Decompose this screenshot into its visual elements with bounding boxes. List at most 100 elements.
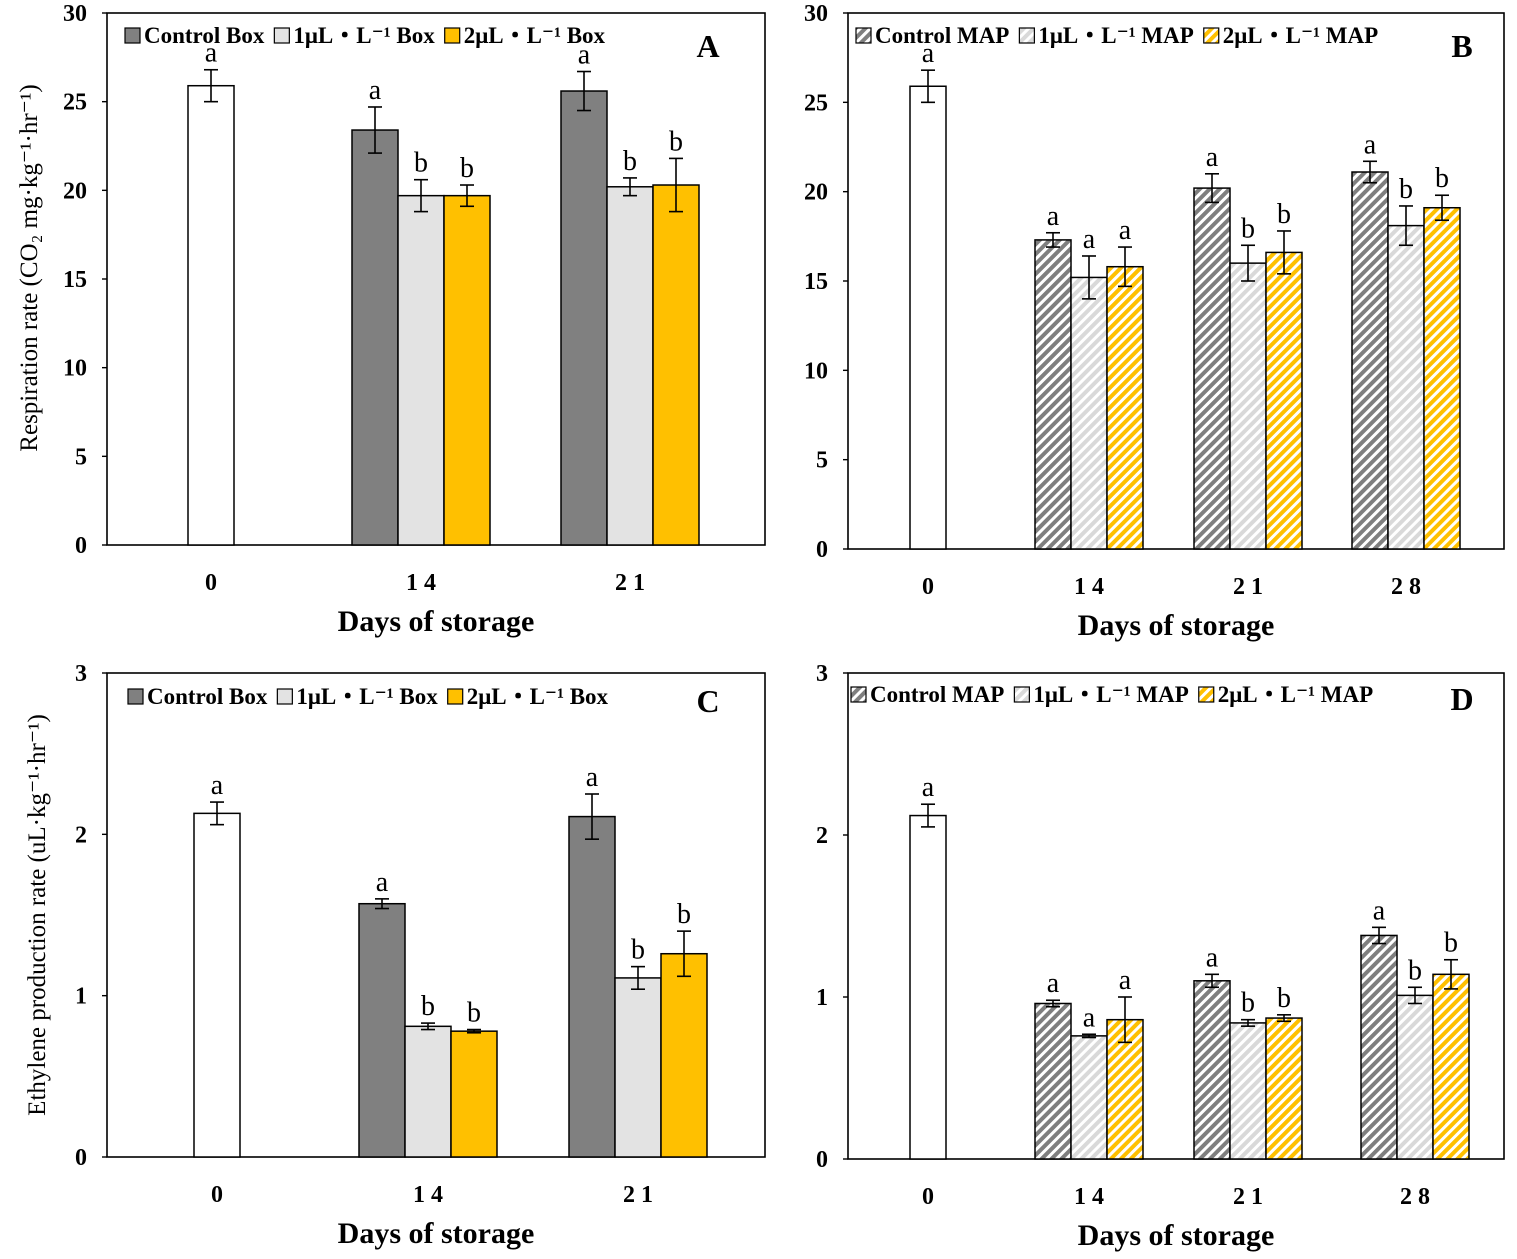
significance-label: b: [414, 148, 428, 179]
significance-label: a: [586, 762, 599, 793]
y-tick-label: 3: [816, 661, 828, 687]
significance-label: a: [1047, 201, 1060, 232]
legend-swatch: [855, 27, 872, 44]
x-tick-label: 0: [922, 1184, 934, 1210]
legend-swatch: [1203, 27, 1220, 44]
bar-one: [397, 194, 445, 546]
x-tick-label: 2 1: [623, 1182, 653, 1208]
bar-control: [358, 902, 406, 1158]
panel-letter: D: [1450, 681, 1473, 717]
bar-control: [351, 129, 399, 546]
panel-letter: A: [696, 28, 719, 64]
y-tick-label: 10: [63, 356, 87, 382]
x-axis-label: Days of storage: [338, 605, 535, 638]
x-axis-label: Days of storage: [338, 1217, 535, 1250]
legend-label: 1μL・L⁻¹ MAP: [1038, 23, 1193, 48]
panel-letter: C: [696, 683, 719, 719]
x-tick-label: 2 1: [1233, 1184, 1263, 1210]
bar-one: [614, 977, 662, 1158]
legend-label: 1μL・L⁻¹ MAP: [1033, 682, 1188, 707]
y-tick-label: 0: [816, 1147, 828, 1173]
x-tick-label: 0: [922, 574, 934, 600]
legend-label: 2μL・L⁻¹ MAP: [1223, 23, 1378, 48]
bar-control: [560, 90, 608, 546]
significance-label: b: [631, 935, 645, 966]
legend-swatch: [1018, 27, 1035, 44]
bar-one: [1396, 994, 1434, 1160]
significance-label: a: [1206, 942, 1219, 973]
significance-label: b: [669, 126, 683, 157]
bar-control: [1034, 1002, 1072, 1160]
bar-control: [568, 815, 616, 1158]
y-axis-label: Respiration rate (CO₂ mg·kg⁻¹·hr⁻¹): [16, 84, 43, 451]
significance-label: b: [421, 991, 435, 1022]
significance-label: b: [623, 146, 637, 177]
x-tick-label: 1 4: [406, 570, 436, 596]
panel-a: 0 5 10 15 20 25 30 0 1 4 2 1 Days of storage Respir…: [16, 1, 766, 638]
legend-label: Control MAP: [875, 23, 1009, 48]
x-tick-label: 2 1: [615, 570, 645, 596]
significance-label: a: [211, 770, 224, 801]
legend-swatch: [276, 688, 293, 705]
legend-label: 2μL・L⁻¹ Box: [464, 23, 606, 48]
significance-label: b: [460, 153, 474, 184]
significance-label: b: [1277, 199, 1291, 230]
x-tick-label: 1 4: [1074, 1184, 1104, 1210]
bar-control: [1193, 187, 1231, 550]
y-tick-label: 25: [63, 90, 87, 116]
panel-letter: B: [1451, 28, 1472, 64]
significance-label: a: [1119, 215, 1132, 246]
x-tick-label: 2 8: [1391, 574, 1421, 600]
bar-two: [450, 1030, 498, 1158]
significance-label: a: [1364, 129, 1377, 160]
bar-control: [1193, 980, 1231, 1160]
significance-label: a: [205, 38, 218, 69]
y-tick-label: 0: [75, 533, 87, 559]
bar-one: [1070, 276, 1108, 550]
legend-label: 2μL・L⁻¹ MAP: [1218, 682, 1373, 707]
significance-label: a: [369, 75, 382, 106]
bar-initial: [187, 84, 235, 546]
legend-swatch: [1198, 686, 1215, 703]
x-tick-label: 1 4: [413, 1182, 443, 1208]
bar-two: [1423, 206, 1461, 550]
legend-label: 1μL・L⁻¹ Box: [293, 23, 435, 48]
y-axis-label: Ethylene production rate (uL·kg⁻¹·hr⁻¹): [24, 714, 51, 1116]
plot-frame: [847, 672, 1505, 1160]
x-tick-label: 2 1: [1233, 574, 1263, 600]
legend-swatch: [273, 27, 290, 44]
legend-swatch: [1013, 686, 1030, 703]
significance-label: b: [677, 899, 691, 930]
legend-label: 1μL・L⁻¹ Box: [296, 684, 438, 709]
significance-label: a: [922, 772, 935, 803]
y-tick-label: 15: [63, 267, 87, 293]
bar-control: [1034, 239, 1072, 550]
bar-control: [1360, 934, 1398, 1160]
y-tick-label: 25: [804, 90, 828, 116]
x-tick-label: 0: [205, 570, 217, 596]
significance-label: b: [1408, 955, 1422, 986]
legend-swatch: [444, 27, 461, 44]
significance-label: a: [1047, 968, 1060, 999]
bar-two: [652, 184, 700, 546]
significance-label: a: [578, 40, 591, 71]
legend-swatch: [127, 688, 144, 705]
significance-label: a: [1083, 224, 1096, 255]
bar-two: [1432, 973, 1470, 1160]
x-axis-label: Days of storage: [1078, 609, 1275, 642]
y-tick-label: 1: [75, 984, 87, 1010]
y-tick-label: 1: [816, 985, 828, 1011]
bar-initial: [193, 812, 241, 1158]
bar-two: [1265, 1017, 1303, 1160]
legend-label: Control Box: [144, 23, 265, 48]
bar-two: [1106, 265, 1144, 550]
bar-one: [1229, 1022, 1267, 1160]
bar-two: [1265, 251, 1303, 550]
y-tick-label: 20: [63, 178, 87, 204]
significance-label: a: [922, 38, 935, 69]
panel-c: 0 1 2 3 0 1 4 2 1 Days of storage Ethylene produ…: [24, 661, 766, 1250]
significance-label: b: [1277, 983, 1291, 1014]
y-tick-label: 5: [75, 444, 87, 470]
